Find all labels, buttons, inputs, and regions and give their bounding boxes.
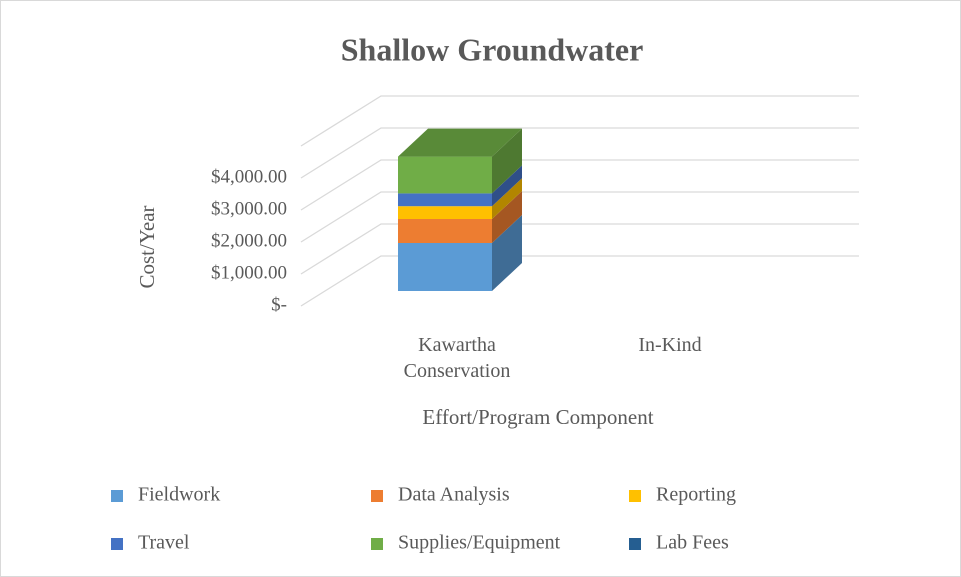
x-tick-label: In-Kind: [638, 334, 702, 356]
legend-swatch: [111, 538, 123, 550]
bar-segment: [398, 219, 492, 243]
bar-segment-side: [492, 191, 522, 243]
legend-swatch: [371, 538, 383, 550]
legend-label: Lab Fees: [656, 532, 729, 554]
grid-line: [300, 159, 859, 211]
grid-line: [300, 255, 859, 307]
bar-segment-side: [492, 165, 522, 207]
legend-swatch: [371, 490, 383, 502]
legend-label: Data Analysis: [398, 484, 510, 506]
bar-segment-side: [705, 263, 735, 291]
legend-label: Fieldwork: [138, 484, 220, 506]
bar-segment-side: [705, 263, 735, 291]
x-tick-label: Kawartha Conservation: [403, 334, 511, 382]
bar-segment-side: [705, 263, 735, 291]
legend-swatch: [629, 538, 641, 550]
bar-segment-side: [492, 215, 522, 291]
bar-segment: [398, 206, 492, 219]
legend-swatch: [111, 490, 123, 502]
y-tick-label: $2,000.00: [211, 230, 287, 251]
bar-top: [398, 128, 522, 157]
bar-segment-side: [705, 263, 735, 291]
bar-segment-side: [705, 263, 735, 291]
grid-line: [300, 95, 859, 147]
legend-label: Travel: [138, 532, 190, 554]
legend-swatch: [629, 490, 641, 502]
bar-segment-side: [492, 128, 522, 194]
y-tick-label: $4,000.00: [211, 166, 287, 187]
y-axis-label: Cost/Year: [135, 205, 159, 288]
legend-label: Supplies/Equipment: [398, 532, 561, 554]
bar-segment: [398, 156, 492, 194]
y-tick-label: $3,000.00: [211, 198, 287, 219]
y-tick-label: $1,000.00: [211, 262, 287, 283]
bar-segment-side: [492, 178, 522, 219]
legend-label: Reporting: [656, 484, 736, 506]
bar-segment: [398, 243, 492, 291]
bar-segment: [398, 193, 492, 207]
y-tick-label: $-: [271, 294, 287, 315]
grid-line: [300, 223, 859, 275]
grid-line: [300, 127, 859, 179]
grid-line: [300, 191, 859, 243]
x-axis-label: Effort/Program Component: [422, 405, 653, 429]
bar-segment-side: [705, 263, 735, 291]
chart-title: Shallow Groundwater: [341, 31, 644, 67]
